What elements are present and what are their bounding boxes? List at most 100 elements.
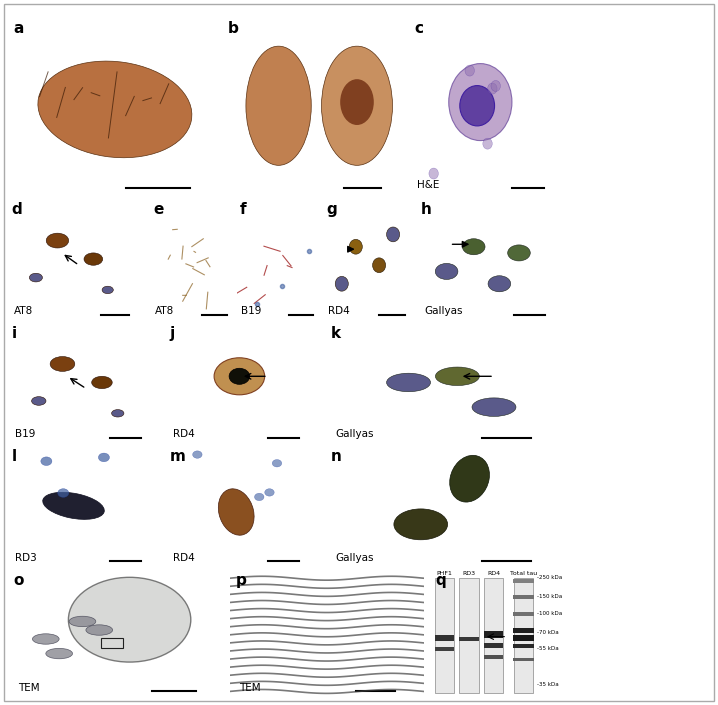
Ellipse shape [488,276,510,292]
Ellipse shape [229,368,250,384]
Ellipse shape [429,168,439,179]
Text: TEM: TEM [18,682,40,693]
Ellipse shape [349,240,363,254]
Ellipse shape [111,410,124,417]
Ellipse shape [43,492,104,520]
Ellipse shape [449,63,512,140]
Ellipse shape [32,634,59,644]
Text: q: q [435,572,446,588]
Bar [101,638,123,649]
Ellipse shape [435,264,458,279]
Text: i: i [12,326,17,341]
Text: b: b [228,21,239,37]
Ellipse shape [32,397,46,405]
Ellipse shape [386,373,431,392]
Bar [435,647,454,651]
Text: AT8: AT8 [14,306,34,316]
Text: AT8: AT8 [155,306,174,316]
Ellipse shape [386,227,400,242]
Ellipse shape [46,233,69,248]
Text: RD4: RD4 [328,306,350,316]
Text: H&E: H&E [417,180,439,190]
Ellipse shape [246,47,312,165]
Bar [484,655,503,658]
Ellipse shape [435,367,480,386]
Text: e: e [154,202,164,217]
Text: l: l [12,449,17,464]
Ellipse shape [335,276,348,291]
Ellipse shape [57,489,69,497]
Ellipse shape [254,493,264,501]
Bar [513,627,534,633]
Bar [513,595,534,599]
Text: Total tau: Total tau [510,572,537,577]
Ellipse shape [465,65,475,76]
Ellipse shape [69,616,95,627]
Ellipse shape [265,489,274,496]
Bar [460,637,479,641]
Ellipse shape [102,286,113,293]
Ellipse shape [340,79,374,125]
Bar [484,643,503,649]
Bar [513,580,534,583]
Text: TEM: TEM [240,682,261,693]
Ellipse shape [214,358,265,395]
Text: -100 kDa: -100 kDa [537,611,562,615]
Ellipse shape [46,649,73,658]
Text: -35 kDa: -35 kDa [537,682,559,687]
Ellipse shape [322,47,393,165]
Text: Gallyas: Gallyas [424,306,462,316]
Ellipse shape [373,258,386,273]
Text: Gallyas: Gallyas [335,553,374,563]
Ellipse shape [98,453,109,462]
Ellipse shape [394,509,447,540]
Text: p: p [236,572,246,588]
Ellipse shape [38,61,192,158]
Ellipse shape [50,357,75,372]
Text: c: c [414,21,423,37]
Text: g: g [326,202,337,217]
Text: RD4: RD4 [173,429,195,439]
Bar [484,632,503,638]
Ellipse shape [508,245,531,261]
Ellipse shape [68,577,191,662]
Ellipse shape [84,253,103,265]
Ellipse shape [29,274,42,282]
Text: n: n [330,449,341,464]
Ellipse shape [460,85,495,126]
Bar [513,635,534,641]
Ellipse shape [272,460,281,467]
Ellipse shape [488,83,497,94]
Ellipse shape [449,455,490,502]
Text: B19: B19 [241,306,261,316]
Text: -55 kDa: -55 kDa [537,646,559,651]
Ellipse shape [86,625,113,635]
Bar [435,578,454,693]
Ellipse shape [192,451,202,458]
Text: RD4: RD4 [487,572,500,577]
Text: -70 kDa: -70 kDa [537,630,559,635]
Text: k: k [330,326,340,341]
Ellipse shape [462,239,485,255]
Bar [513,612,534,615]
Text: RD3: RD3 [462,572,475,577]
Text: h: h [421,202,432,217]
Text: PHF1: PHF1 [437,572,452,577]
Ellipse shape [482,138,493,149]
Ellipse shape [218,489,254,535]
Text: -150 kDa: -150 kDa [537,594,562,599]
Text: a: a [14,21,24,37]
Text: m: m [170,449,186,464]
Text: RD3: RD3 [15,553,37,563]
Bar [460,578,479,693]
Text: j: j [170,326,175,341]
Ellipse shape [92,376,112,388]
Bar [514,578,533,693]
Bar [435,635,454,641]
Ellipse shape [41,457,52,465]
Bar [484,578,503,693]
Bar [513,658,534,661]
Text: RD4: RD4 [173,553,195,563]
Text: f: f [240,202,246,217]
Text: -250 kDa: -250 kDa [537,575,562,580]
